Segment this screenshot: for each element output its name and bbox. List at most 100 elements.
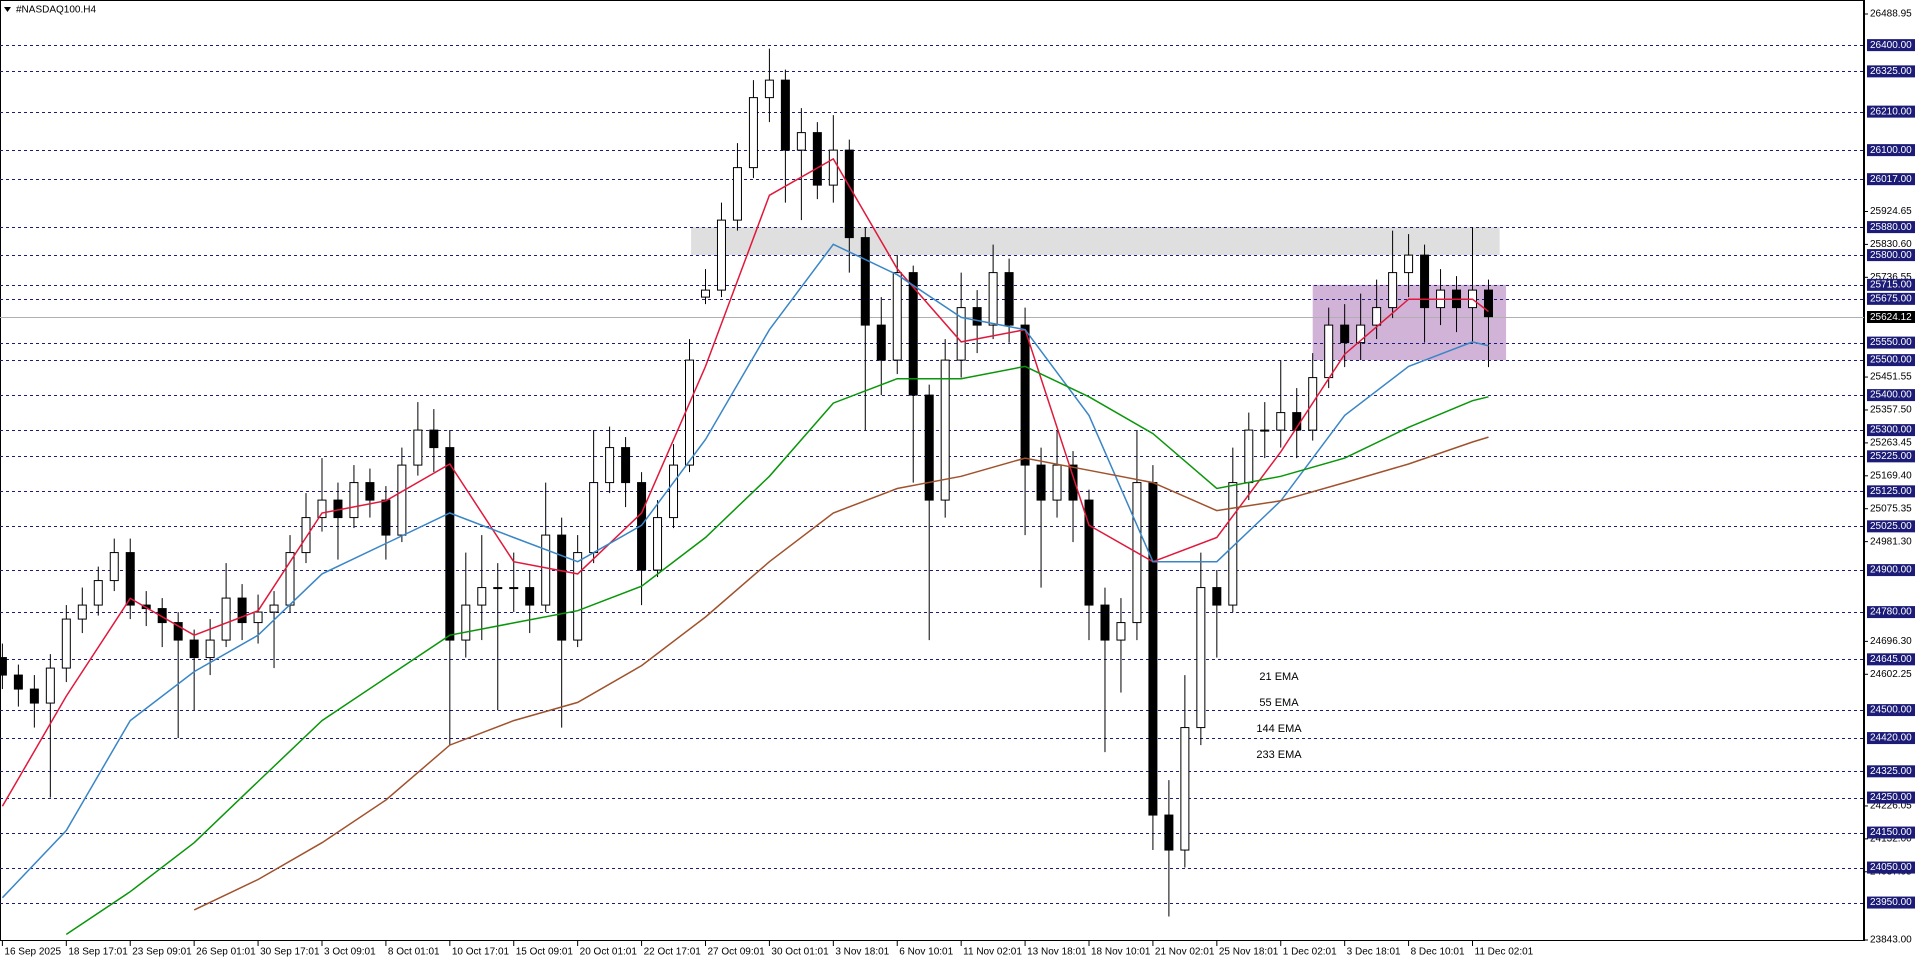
level-label-box [1867,861,1915,874]
y-tick-label: 26488.95 [1870,9,1912,20]
candle-body [1084,499,1094,606]
candle-body [413,429,423,466]
candle-body [429,429,439,449]
level-label: 25500.00 [1870,355,1912,366]
zone [1312,284,1507,361]
y-tick-label: 24602.25 [1870,669,1912,680]
level-label-box [1867,173,1915,186]
candle-body [1260,429,1270,432]
level-label: 25225.00 [1870,451,1912,462]
x-tick-label: 3 Dec 18:01 [1347,947,1401,958]
zone [691,227,1500,256]
level-label-box [1867,292,1915,305]
candle-body [349,482,359,519]
level-label: 24050.00 [1870,862,1912,873]
candle-body [828,149,838,186]
level-label: 25800.00 [1870,250,1912,261]
candle-body [557,534,567,641]
level-label: 25550.00 [1870,337,1912,348]
candle-body [221,597,231,641]
candle-body [876,324,886,361]
candle-body [1404,254,1414,274]
plot-area [0,45,1864,936]
candle-body [1020,324,1030,466]
level-label: 23950.00 [1870,897,1912,908]
level-label-box [1867,221,1915,234]
x-tick-label: 15 Oct 09:01 [516,947,574,958]
x-tick-label: 6 Nov 10:01 [899,947,953,958]
level-label-box [1867,653,1915,666]
level-label: 25125.00 [1870,486,1912,497]
candle-body [1164,814,1174,851]
level-label-box [1867,765,1915,778]
ema-line [65,365,1489,936]
candle-body [1340,324,1350,344]
candle-body [237,597,247,624]
candle-body [285,552,295,606]
level-label: 26017.00 [1870,174,1912,185]
candle-body [93,580,103,606]
candle-body [1148,482,1158,816]
level-label: 26325.00 [1870,66,1912,77]
level-label-box [1867,336,1915,349]
level-label: 25715.00 [1870,279,1912,290]
level-label-box [1867,826,1915,839]
candle-body [365,482,375,501]
legend-label: 233 EMA [1256,749,1302,761]
candle-body [125,552,135,606]
x-tick-label: 11 Nov 02:01 [963,947,1022,958]
candle-body [205,639,215,659]
level-label-box [1867,278,1915,291]
candle-body [1420,254,1430,309]
candle-body [269,604,279,613]
current-price-label: 25624.12 [1870,312,1912,323]
x-tick-label: 22 Oct 17:01 [644,947,702,958]
level-label: 24900.00 [1870,565,1912,576]
candle-body [812,132,822,186]
candle-body [1068,464,1078,501]
x-tick-label: 16 Sep 2025 [4,947,61,958]
menu-triangle [4,7,11,12]
candle-body [189,639,199,659]
level-label: 24150.00 [1870,827,1912,838]
x-tick-label: 8 Dec 10:01 [1411,947,1465,958]
level-label-box [1867,704,1915,717]
level-label: 26400.00 [1870,40,1912,51]
candle-body [381,499,391,536]
candle-body [157,608,167,624]
candle-body [493,587,503,590]
candle-body [589,482,599,554]
x-tick-label: 11 Dec 02:01 [1475,947,1534,958]
candle-body [77,604,87,620]
level-label: 25300.00 [1870,425,1912,436]
candle-body [173,622,183,641]
candle-body [780,79,790,151]
candle-body [61,618,71,669]
x-tick-label: 8 Oct 01:01 [388,947,440,958]
x-tick-label: 18 Nov 10:01 [1091,947,1151,958]
level-label-box [1867,606,1915,619]
candle-body [1100,604,1110,641]
ema-line [193,436,1489,911]
x-tick-label: 13 Nov 18:01 [1027,947,1087,958]
level-label: 25400.00 [1870,390,1912,401]
candle-body [940,359,950,501]
legend-label: 144 EMA [1256,723,1302,735]
candle-body [29,688,39,704]
level-label-box [1867,144,1915,157]
candle-body [669,464,679,519]
level-label-box [1867,520,1915,533]
level-label: 25880.00 [1870,222,1912,233]
candle-body [621,447,631,484]
candle-body [764,79,774,99]
candle-body [1228,482,1238,606]
candle-body [45,667,55,704]
candle-body [637,482,647,571]
candle-body [1212,587,1222,606]
level-label-box [1867,249,1915,262]
y-tick-label: 24226.05 [1870,801,1912,812]
candle-body [253,611,263,624]
y-tick-label: 23843.00 [1870,935,1912,946]
candle-body [477,587,487,606]
